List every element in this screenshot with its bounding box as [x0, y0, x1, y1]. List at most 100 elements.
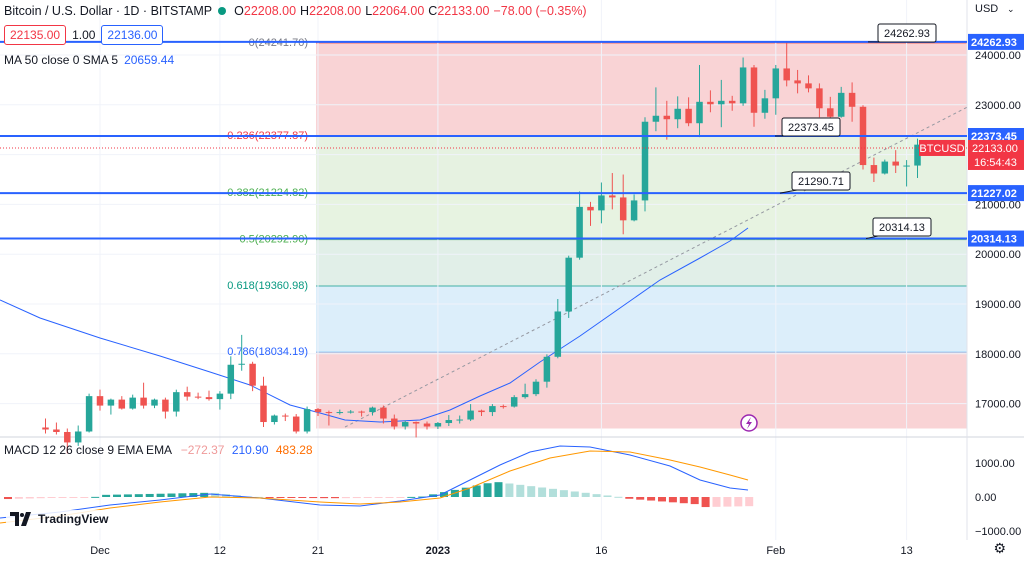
candle-body — [140, 397, 147, 406]
fibonacci-labels: 0(24241.70)0.236(22377.87)0.382(21224.82… — [227, 37, 308, 358]
macd-hist-bar — [396, 497, 405, 498]
macd-hist-bar — [559, 490, 568, 497]
candle-body — [674, 108, 681, 120]
macd-line-value: 210.90 — [231, 443, 269, 457]
macd-hist-bar — [134, 494, 143, 497]
tradingview-logo-icon — [10, 512, 31, 526]
macd-hist-bar — [461, 487, 470, 497]
candle-body — [816, 88, 823, 109]
ma-line — [0, 227, 749, 423]
candle-body — [434, 423, 442, 427]
currency-label: USD — [975, 3, 998, 15]
macd-hist-bar — [123, 494, 132, 497]
candle-body — [391, 418, 398, 427]
candle-body — [336, 412, 344, 414]
macd-hist-bar — [69, 497, 78, 498]
candle-body — [53, 429, 60, 432]
time-tick-label: 21 — [312, 545, 324, 557]
candle-body — [314, 409, 322, 413]
settings-gear-icon[interactable]: ⚙ — [993, 540, 1006, 556]
callout-label: 24262.93 — [884, 28, 930, 40]
macd-hist-bar — [494, 482, 503, 497]
candle-body — [107, 399, 115, 406]
macd-hist-bar — [668, 497, 677, 503]
macd-hist-bar — [178, 493, 187, 497]
price-axis-tag-label: 21227.02 — [971, 188, 1017, 200]
candle-body — [173, 392, 180, 412]
candle-body — [151, 399, 158, 406]
macd-pane — [0, 445, 754, 524]
ma50-line — [0, 227, 749, 423]
candle-body — [271, 415, 278, 423]
callout-label: 22373.45 — [788, 122, 834, 134]
lightning-icon — [746, 417, 752, 429]
close-value: 22133.00 — [437, 4, 490, 18]
close-label: C — [428, 4, 438, 18]
candle-body — [467, 410, 474, 420]
macd-hist-bar — [341, 497, 350, 499]
event-lightning-icon[interactable] — [740, 414, 758, 432]
candle-body — [478, 410, 485, 413]
candle-body — [565, 257, 572, 312]
candle-body — [42, 427, 49, 430]
macd-legend[interactable]: MACD 12 26 close 9 EMA EMA −272.37 210.9… — [4, 443, 313, 457]
time-tick-label: Dec — [90, 545, 110, 557]
spread-value: 1.00 — [72, 28, 96, 42]
tradingview-logo[interactable]: TradingView — [6, 510, 113, 528]
macd-hist-bar — [189, 493, 198, 497]
fib-band-4 — [316, 286, 967, 353]
price-callouts: 24262.93 22373.45 21290.71 20314.13 — [774, 23, 937, 240]
candle-body — [707, 101, 714, 105]
candle-body — [870, 165, 878, 174]
symbol-title[interactable]: Bitcoin / U.S. Dollar · 1D · BITSTAMP — [4, 4, 213, 18]
candle-body — [260, 385, 267, 423]
symbol-tag — [919, 139, 965, 156]
candle-body — [914, 144, 921, 166]
candle-body — [892, 161, 899, 166]
macd-label: MACD 12 26 close 9 EMA EMA — [4, 443, 172, 457]
ma-legend[interactable]: MA 50 close 0 SMA 5 20659.44 — [4, 53, 174, 67]
macd-hist-bar — [309, 497, 318, 499]
candle-body — [663, 115, 671, 120]
macd-hist-bar — [418, 496, 427, 498]
candle-body — [85, 396, 93, 432]
macd-signal-line — [0, 450, 749, 524]
macd-hist-bar — [407, 496, 416, 498]
candle-body — [303, 409, 311, 432]
candle-body — [216, 393, 224, 400]
candle-body — [118, 399, 126, 409]
candle-body — [521, 394, 529, 398]
candle-body — [728, 100, 736, 104]
macd-hist-bar — [592, 494, 601, 497]
macd-hist-bar — [516, 484, 525, 497]
macd-hist-bar — [712, 497, 721, 507]
macd-line — [0, 445, 749, 519]
candle-body — [739, 67, 747, 104]
candle-body — [630, 200, 638, 221]
buy-price-button[interactable]: 22136.00 — [101, 25, 164, 45]
price-tick-label: 19000.00 — [975, 299, 1021, 311]
macd-hist-bar — [658, 497, 666, 502]
macd-hist-bar — [527, 486, 536, 497]
candle-body — [423, 423, 431, 427]
fib-band-2 — [316, 193, 967, 240]
macd-tick-label: −1000.00 — [975, 526, 1021, 538]
candle-body — [652, 115, 660, 122]
candle-body — [609, 195, 616, 198]
candle-body — [881, 161, 889, 174]
candle-body — [718, 100, 725, 105]
sell-price-button[interactable]: 22135.00 — [4, 25, 67, 45]
time-axis: Dec1221202316Feb13Mar — [90, 545, 913, 557]
candle-body — [129, 397, 136, 409]
brand-name: TradingView — [38, 512, 109, 526]
low-label: L — [365, 4, 373, 18]
price-axis-tag — [968, 33, 1024, 50]
candle-body — [238, 363, 245, 365]
fib-band-5 — [316, 352, 967, 429]
candle-body — [685, 108, 692, 124]
macd-hist-bar — [538, 487, 547, 497]
candle-body — [587, 206, 594, 211]
candle-body — [576, 206, 583, 258]
